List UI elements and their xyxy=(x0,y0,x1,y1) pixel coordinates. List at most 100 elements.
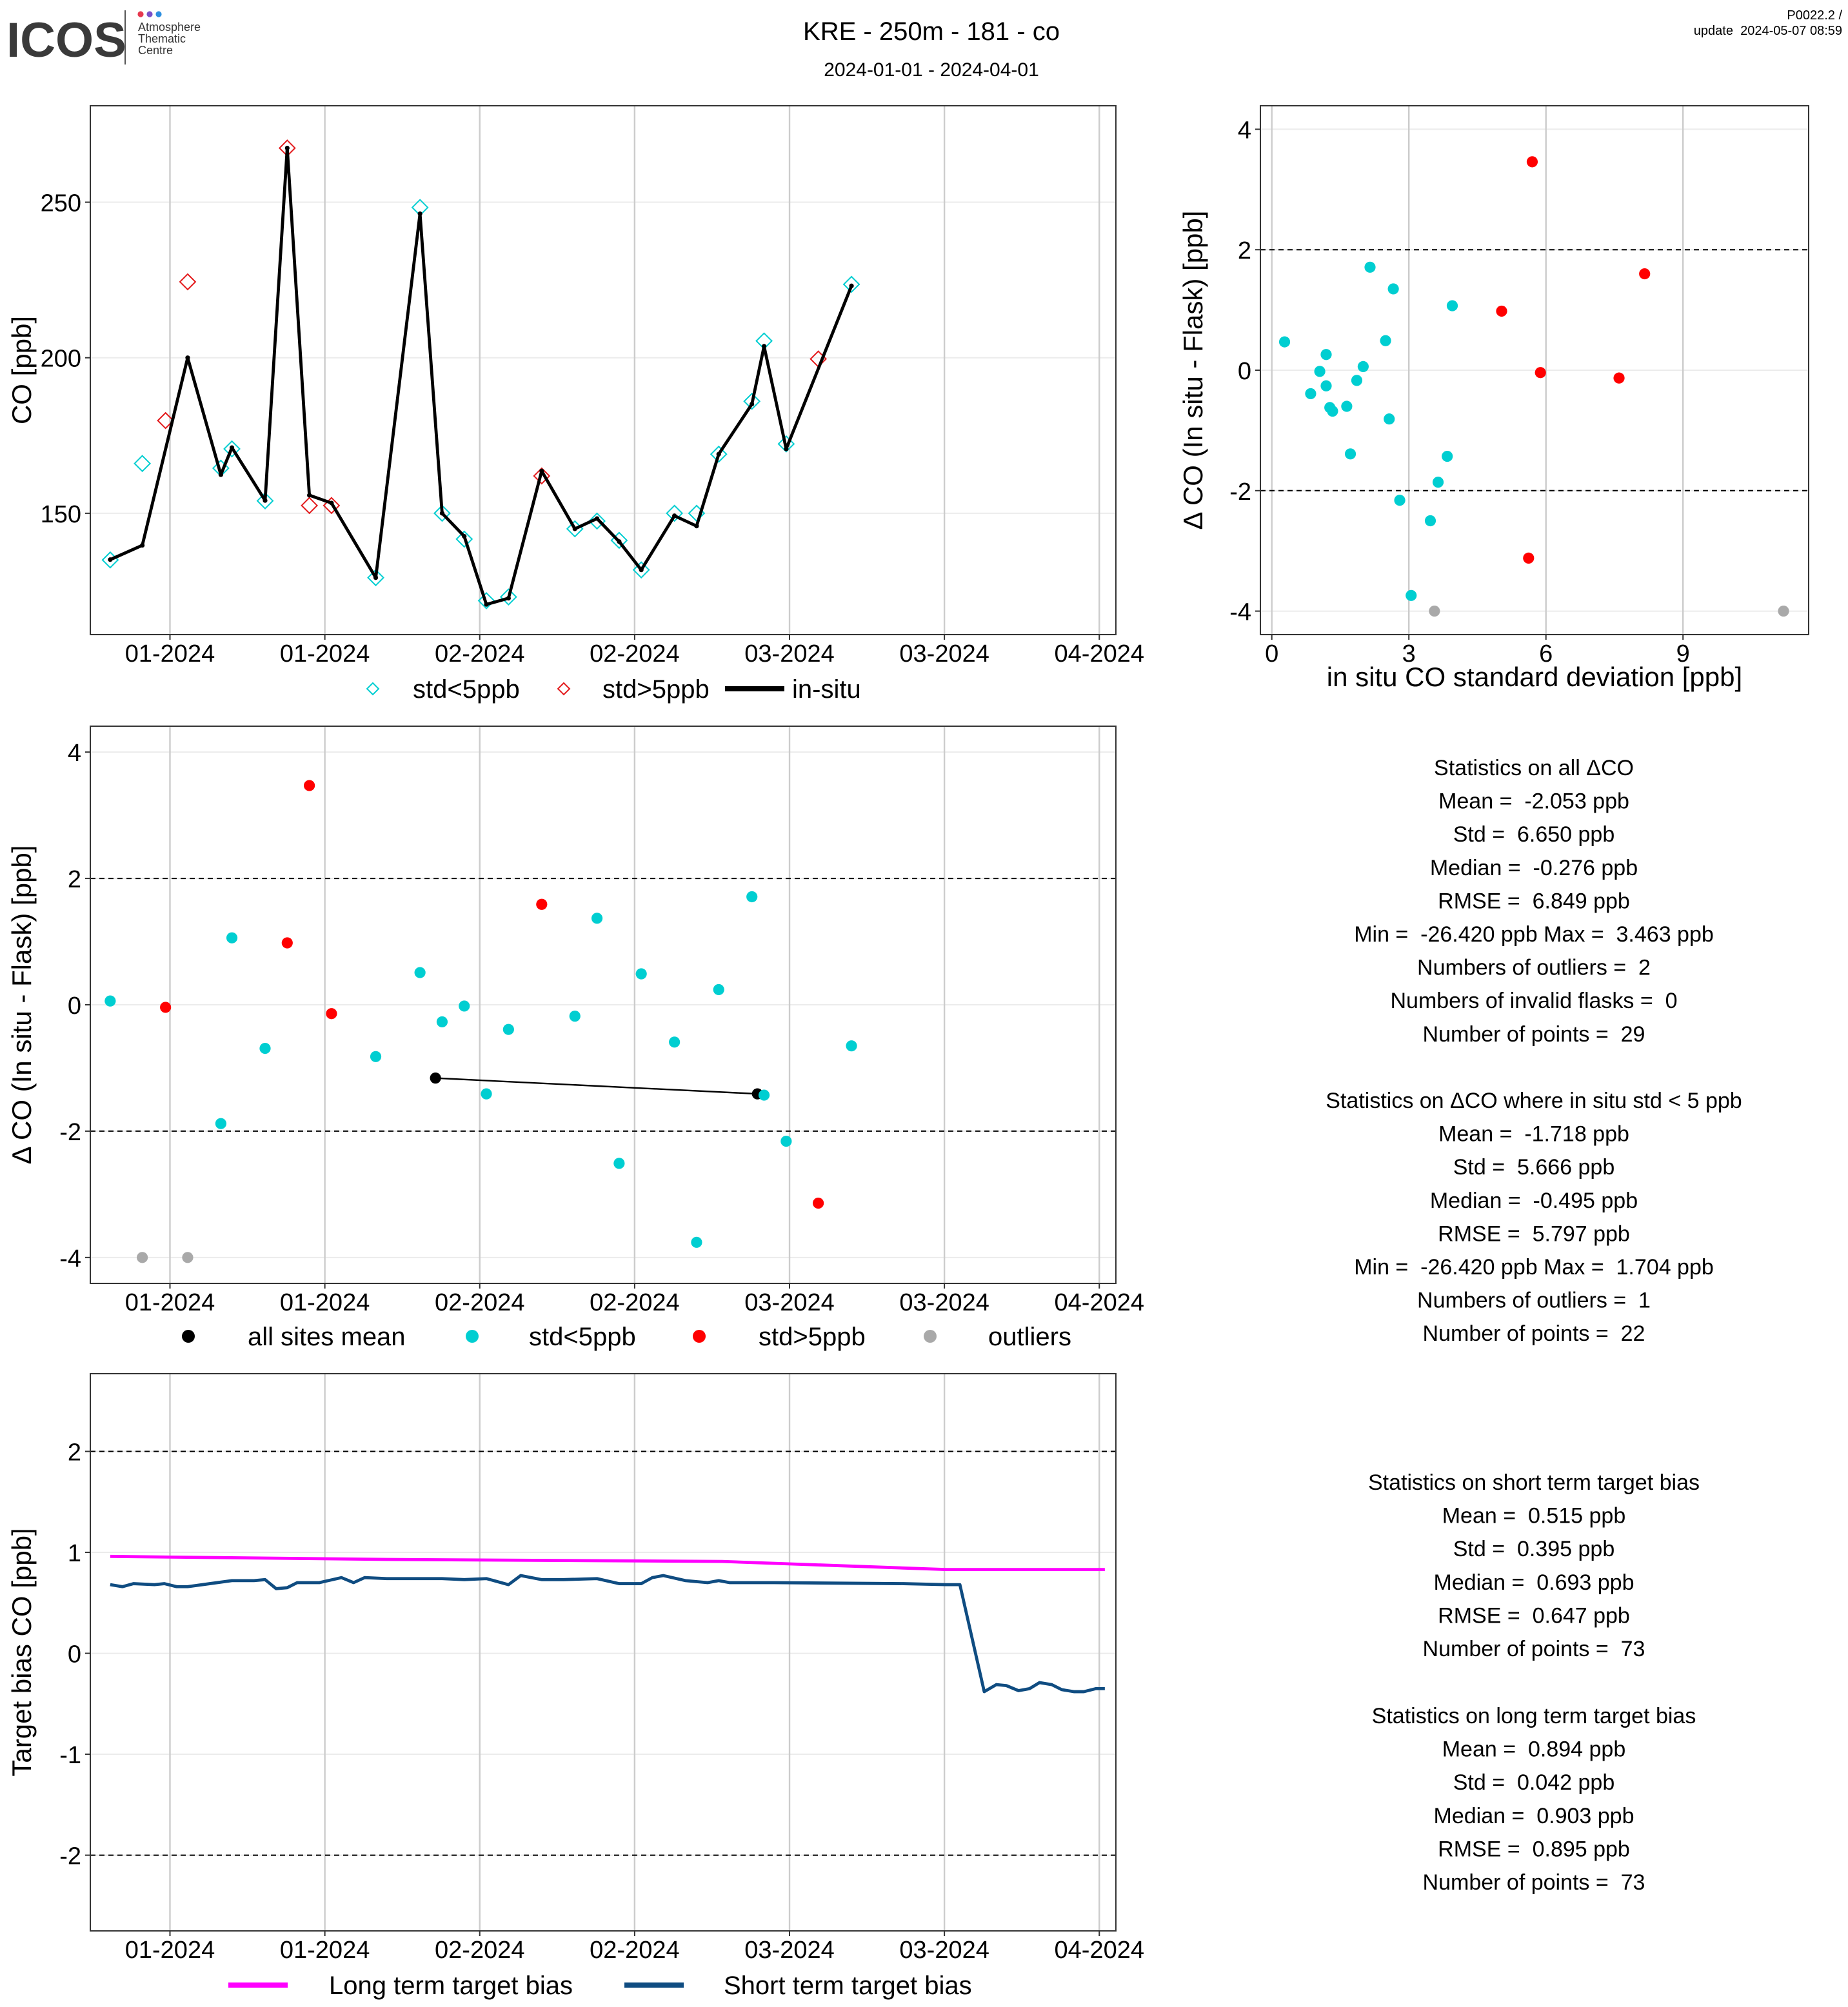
x-tick-label: 02-2024 xyxy=(435,1937,524,1964)
stats-line: Std = 0.395 ppb xyxy=(1453,1537,1615,1561)
y-tick-label: -1 xyxy=(59,1742,81,1769)
version: P0022.2 / xyxy=(1787,8,1842,23)
point-marker xyxy=(215,1118,226,1129)
x-tick-label: 01-2024 xyxy=(125,640,215,667)
point-marker xyxy=(846,1040,857,1052)
y-tick-label: 0 xyxy=(68,1641,81,1668)
point-marker xyxy=(430,1073,441,1084)
legend-label: in-situ xyxy=(792,675,861,704)
stats-line: Std = 0.042 ppb xyxy=(1453,1770,1615,1795)
legend-label: Long term target bias xyxy=(329,1972,573,2000)
point-marker xyxy=(104,995,116,1007)
point-marker xyxy=(1344,448,1356,460)
diamond-marker xyxy=(710,445,728,463)
y-tick-label: 4 xyxy=(1238,117,1251,144)
x-tick-label: 01-2024 xyxy=(280,1937,370,1964)
point-marker xyxy=(137,1252,148,1263)
diamond-marker xyxy=(743,392,761,410)
stats-line: Number of points = 73 xyxy=(1423,1870,1645,1895)
stats-line: RMSE = 5.797 ppb xyxy=(1438,1221,1630,1246)
plot-border xyxy=(90,1373,1117,1932)
x-tick-label: 3 xyxy=(1402,640,1416,667)
stats-line: RMSE = 0.895 ppb xyxy=(1438,1837,1630,1861)
legend-marker xyxy=(557,682,571,696)
y-axis-label: Δ CO (In situ - Flask) [ppb] xyxy=(1178,211,1208,530)
point-marker xyxy=(672,513,677,519)
stats-title: Statistics on short term target bias xyxy=(1368,1470,1700,1495)
legend-label: all sites mean xyxy=(248,1323,406,1351)
logo-text: ICOS xyxy=(6,13,126,68)
point-marker xyxy=(713,984,724,996)
point-marker xyxy=(108,557,113,562)
point-marker xyxy=(1351,375,1363,386)
point-marker xyxy=(160,1002,172,1013)
x-tick-label: 01-2024 xyxy=(280,1289,370,1316)
stats-line: Numbers of outliers = 1 xyxy=(1417,1289,1651,1313)
point-marker xyxy=(484,602,489,607)
point-marker xyxy=(370,1051,382,1062)
diamond-marker xyxy=(223,440,241,458)
legend-label: std>5ppb xyxy=(602,675,710,704)
stats-line: Mean = -2.053 ppb xyxy=(1438,789,1629,814)
logo-dot xyxy=(137,11,144,17)
x-tick-label: 03-2024 xyxy=(744,1937,834,1964)
point-marker xyxy=(1394,495,1406,506)
point-marker xyxy=(1406,589,1417,601)
x-tick-label: 01-2024 xyxy=(280,640,370,667)
stats-line: Min = -26.420 ppb Max = 3.463 ppb xyxy=(1354,922,1714,947)
legend-label: outliers xyxy=(988,1323,1071,1351)
point-marker xyxy=(1496,305,1507,317)
point-marker xyxy=(304,780,315,791)
x-tick-label: 9 xyxy=(1676,640,1690,667)
stats-line: Mean = -1.718 ppb xyxy=(1438,1122,1629,1147)
y-tick-label: 150 xyxy=(41,501,81,528)
point-marker xyxy=(284,146,290,151)
point-marker xyxy=(502,1023,514,1035)
plot-border xyxy=(90,105,1117,635)
point-marker xyxy=(849,283,854,288)
point-marker xyxy=(1305,388,1316,400)
y-tick-label: 2 xyxy=(68,866,81,893)
point-marker xyxy=(506,595,511,601)
logo-subtitle: Atmosphere xyxy=(138,21,201,34)
point-marker xyxy=(669,1036,681,1048)
x-tick-label: 02-2024 xyxy=(590,640,679,667)
point-marker xyxy=(761,344,767,349)
y-axis-label: CO [ppb] xyxy=(6,316,37,424)
point-marker xyxy=(185,355,190,361)
diamond-marker xyxy=(433,504,451,522)
stats-line: Number of points = 73 xyxy=(1423,1637,1645,1661)
x-tick-label: 02-2024 xyxy=(435,640,524,667)
point-marker xyxy=(1387,283,1399,295)
y-tick-label: -2 xyxy=(59,1119,81,1146)
point-marker xyxy=(307,493,312,498)
legend-label: std>5ppb xyxy=(759,1323,866,1351)
point-marker xyxy=(539,468,544,473)
point-marker xyxy=(594,516,600,521)
point-marker xyxy=(617,539,622,544)
point-marker xyxy=(780,1135,792,1147)
diamond-marker xyxy=(477,592,495,609)
point-marker xyxy=(758,1089,770,1101)
point-marker xyxy=(373,575,379,580)
y-axis-label: Δ CO (In situ - Flask) [ppb] xyxy=(6,845,37,1165)
point-marker xyxy=(746,891,758,903)
logo-subtitle: Centre xyxy=(138,44,173,57)
x-tick-label: 01-2024 xyxy=(125,1289,215,1316)
point-marker xyxy=(1320,380,1332,391)
diamond-marker xyxy=(256,492,274,510)
legend-label: Short term target bias xyxy=(724,1972,972,2000)
x-tick-label: 0 xyxy=(1265,640,1278,667)
point-marker xyxy=(459,1000,470,1012)
x-tick-label: 02-2024 xyxy=(590,1289,679,1316)
plot-border xyxy=(90,726,1117,1284)
x-tick-label: 04-2024 xyxy=(1055,1289,1144,1316)
point-marker xyxy=(329,500,334,506)
y-tick-label: 2 xyxy=(1238,237,1251,264)
stats-line: Median = -0.495 ppb xyxy=(1430,1189,1638,1213)
stats-line: Min = -26.420 ppb Max = 1.704 ppb xyxy=(1354,1255,1714,1280)
diamond-marker xyxy=(533,467,551,485)
diamond-marker xyxy=(157,411,175,430)
point-marker xyxy=(481,1088,492,1100)
page-title: KRE - 250m - 181 - co xyxy=(803,17,1060,46)
